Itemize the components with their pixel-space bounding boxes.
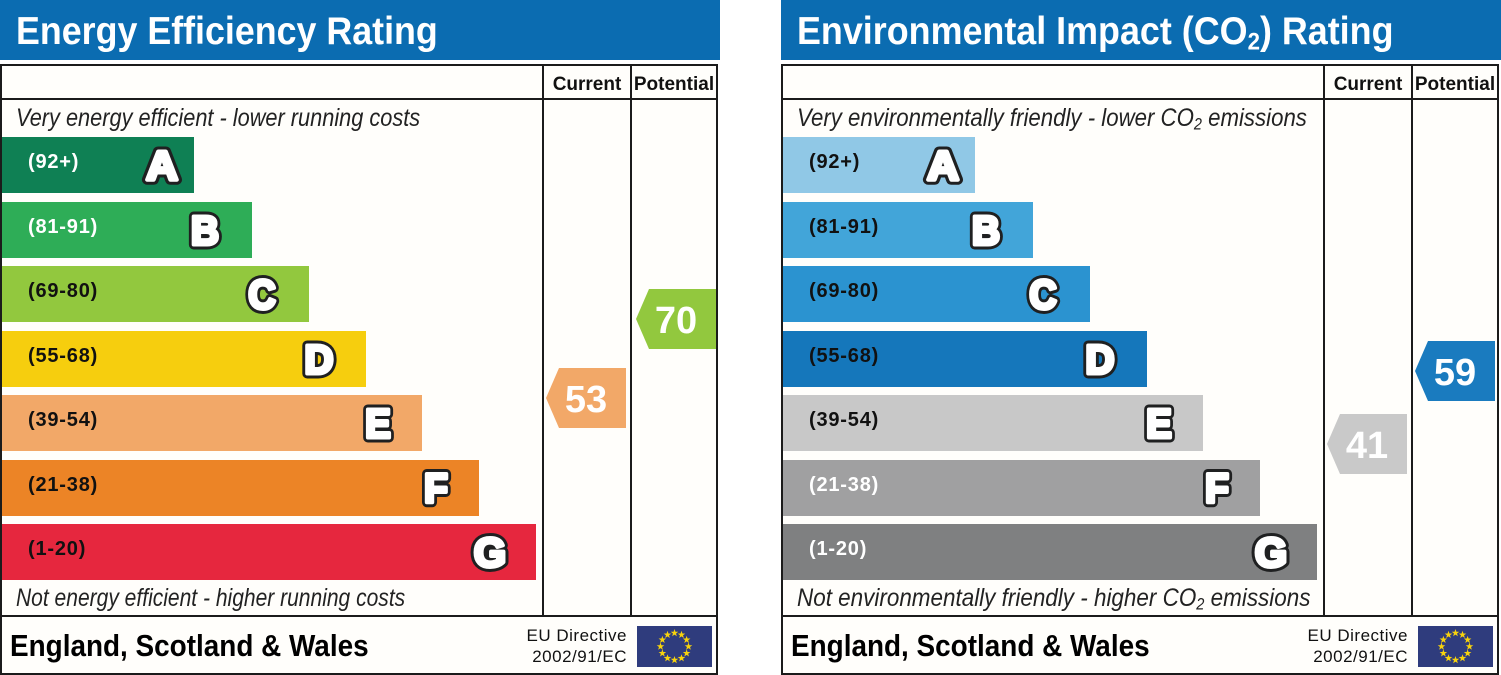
svg-text:59: 59 — [1434, 352, 1476, 394]
svg-text:G: G — [474, 530, 506, 576]
svg-text:E: E — [365, 401, 390, 447]
svg-text:A: A — [146, 144, 178, 189]
svg-text:F: F — [424, 466, 448, 511]
svg-text:41: 41 — [1346, 425, 1388, 467]
svg-text:F: F — [424, 466, 448, 511]
svg-text:F: F — [1205, 466, 1229, 511]
svg-text:C: C — [1029, 272, 1056, 318]
svg-text:53: 53 — [565, 379, 607, 421]
svg-text:B: B — [972, 208, 1000, 253]
svg-text:B: B — [191, 208, 219, 253]
svg-text:A: A — [927, 144, 959, 189]
svg-text:A: A — [927, 144, 959, 189]
svg-text:70: 70 — [655, 300, 697, 342]
svg-text:E: E — [1146, 401, 1171, 447]
svg-text:F: F — [1205, 466, 1229, 511]
svg-text:C: C — [1029, 272, 1056, 318]
svg-text:B: B — [191, 208, 219, 253]
svg-text:D: D — [1086, 335, 1115, 382]
svg-text:D: D — [305, 335, 334, 382]
svg-text:C: C — [248, 272, 275, 318]
svg-text:G: G — [474, 530, 506, 576]
svg-text:G: G — [1255, 530, 1287, 576]
svg-text:D: D — [305, 335, 334, 382]
svg-text:E: E — [1146, 401, 1171, 447]
svg-text:D: D — [1086, 335, 1115, 382]
svg-text:G: G — [1255, 530, 1287, 576]
svg-text:B: B — [972, 208, 1000, 253]
svg-text:E: E — [365, 401, 390, 447]
svg-text:A: A — [146, 144, 178, 189]
svg-text:C: C — [248, 272, 275, 318]
